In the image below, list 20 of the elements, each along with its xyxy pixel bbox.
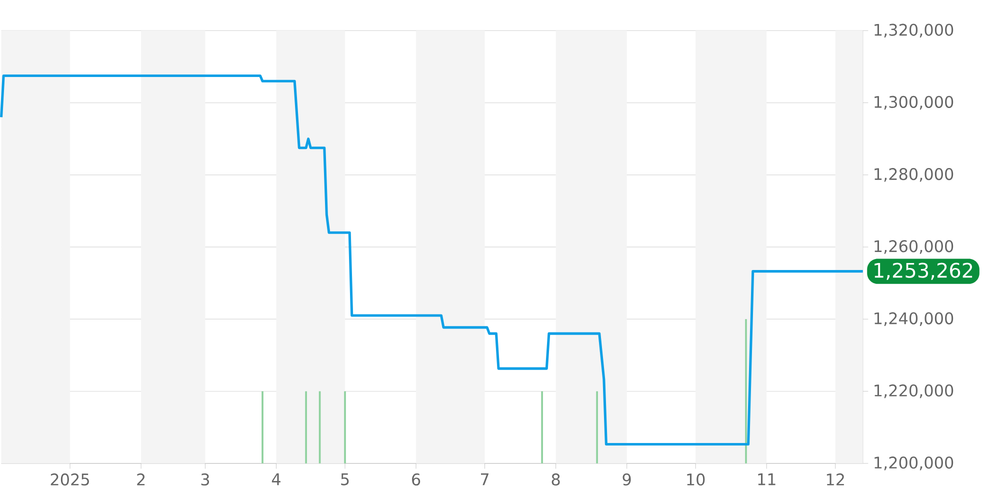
x-tick-label: 12 <box>826 473 844 486</box>
x-tick-label: 8 <box>552 473 560 486</box>
x-tick-label: 10 <box>687 473 705 486</box>
y-tick-label: 1,300,000 <box>874 96 954 110</box>
x-tick-label: 3 <box>201 473 210 486</box>
y-tick-label: 1,220,000 <box>874 384 954 398</box>
x-tick-label: 11 <box>758 473 776 485</box>
x-tick-label: 4 <box>272 473 280 485</box>
x-tick-label: 6 <box>412 473 420 486</box>
y-tick-label: 1,240,000 <box>874 312 954 326</box>
x-tick-label: 7 <box>481 473 488 485</box>
y-tick-label: 1,280,000 <box>874 168 954 182</box>
y-tick-label: 1,260,000 <box>874 240 954 254</box>
x-tick-label: 2 <box>137 473 145 486</box>
y-tick-label: 1,200,000 <box>874 456 954 470</box>
x-tick-label: 2025 <box>50 473 89 486</box>
x-tick-label: 5 <box>341 473 349 486</box>
x-tick-label: 9 <box>622 473 631 486</box>
annotation: 1,253,262 <box>874 262 972 280</box>
y-tick-label: 1,320,000 <box>874 24 954 38</box>
